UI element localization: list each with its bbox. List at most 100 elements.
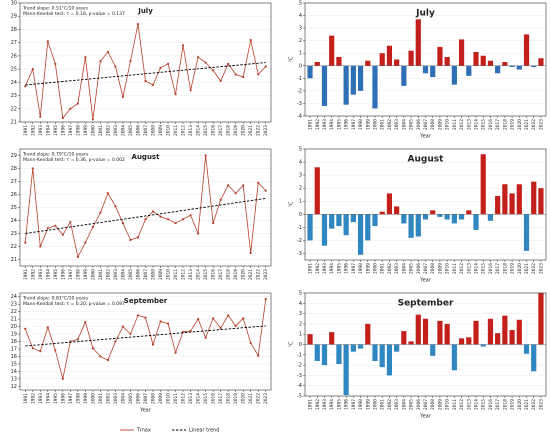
x-tick-label: 2005: [128, 269, 134, 280]
y-tick-label: 0: [299, 63, 302, 69]
y-tick-label: 26: [11, 53, 17, 59]
x-tick-label: 1998: [358, 399, 364, 410]
x-tick-label: 1994: [45, 393, 51, 404]
bar: [430, 344, 436, 356]
bar: [329, 35, 335, 66]
bar: [343, 344, 349, 395]
point: [46, 227, 49, 230]
trend-line: [25, 197, 266, 234]
x-tick-label: 2013: [188, 269, 194, 280]
x-tick-label: 2023: [263, 125, 269, 136]
y-axis-label: °C: [289, 201, 295, 208]
point: [144, 79, 147, 83]
bar: [509, 330, 515, 345]
x-tick-label: 1995: [53, 393, 59, 404]
x-tick-label: 2015: [203, 269, 209, 280]
point: [234, 73, 237, 76]
point: [181, 330, 185, 333]
x-tick-label: 1992: [315, 119, 321, 130]
point: [129, 238, 132, 242]
x-tick-label: 2000: [90, 269, 96, 280]
x-tick-label: 2018: [226, 393, 232, 404]
point: [31, 68, 34, 71]
x-tick-label: 2019: [510, 399, 516, 410]
x-tick-label: 2009: [437, 399, 443, 410]
plot-frame: [304, 2, 547, 117]
point: [227, 62, 230, 65]
x-tick-label: 2002: [105, 125, 111, 136]
x-tick-label: 2016: [488, 399, 494, 410]
bar: [516, 65, 522, 70]
point: [76, 255, 79, 258]
x-tick-label: 2014: [196, 269, 202, 280]
y-tick-label: 23: [11, 302, 17, 308]
point: [114, 340, 117, 343]
x-tick-label: 2008: [430, 263, 436, 274]
y-tick-label: 2: [299, 321, 302, 327]
x-tick-label: 2012: [181, 269, 187, 280]
x-tick-label: 2007: [143, 269, 149, 280]
bar: [473, 51, 479, 66]
x-tick-label: 2014: [474, 119, 480, 130]
bar: [451, 214, 457, 224]
point: [39, 115, 42, 118]
x-tick-label: 2007: [143, 393, 149, 404]
x-tick-label: 1997: [68, 269, 74, 280]
x-tick-label: 1992: [315, 263, 321, 274]
x-tick-label: 1993: [322, 119, 328, 130]
point: [84, 321, 87, 324]
point: [159, 215, 162, 218]
point: [54, 224, 57, 227]
bar: [357, 344, 364, 349]
x-tick-label: 1999: [83, 269, 89, 280]
bar: [372, 214, 378, 227]
point: [234, 324, 237, 327]
x-tick-label: 2015: [481, 263, 487, 274]
x-tick-label: 2023: [538, 119, 544, 130]
x-tick-label: 2006: [416, 399, 422, 410]
y-tick-label: 14: [11, 369, 17, 375]
y-tick-label: 21: [11, 257, 17, 263]
x-tick-label: 1997: [351, 263, 357, 274]
bar: [379, 53, 385, 66]
y-tick-label: 29: [11, 14, 17, 20]
x-tick-label: 2014: [196, 125, 202, 136]
x-tick-label: 2017: [495, 263, 501, 274]
x-tick-label: 2013: [188, 125, 194, 136]
y-tick-label: 26: [11, 192, 17, 198]
bar: [509, 193, 515, 215]
y-tick-label: 12: [11, 384, 17, 390]
x-tick-label: 2003: [113, 125, 119, 136]
bar: [314, 167, 320, 215]
x-tick-label: 2022: [256, 125, 262, 136]
x-tick-label: 1993: [38, 125, 44, 136]
bar: [401, 331, 407, 345]
y-tick-label: 1: [299, 51, 302, 57]
annotation: Mann-Kendall test: τ = 0.18, p-value = 0…: [23, 11, 125, 17]
point: [24, 85, 27, 88]
point: [99, 355, 102, 358]
x-tick-label: 2013: [188, 393, 194, 404]
bar: [357, 214, 364, 255]
x-tick-label: 2003: [113, 393, 119, 404]
chart-title: August: [408, 155, 445, 165]
y-tick-label: 4: [299, 160, 302, 166]
x-tick-label: 1995: [336, 399, 342, 410]
x-tick-label: 1991: [308, 263, 314, 274]
point: [151, 210, 155, 213]
y-tick-label: 5: [299, 291, 302, 297]
point: [181, 44, 185, 47]
x-tick-label: 1991: [308, 119, 314, 130]
x-tick-label: 2000: [372, 119, 378, 130]
bar: [516, 184, 522, 215]
x-tick-label: 1994: [45, 125, 51, 136]
point: [151, 83, 155, 87]
x-tick-label: 2012: [459, 399, 465, 410]
y-tick-label: 15: [11, 361, 17, 367]
plot-frame: [304, 292, 547, 397]
x-tick-label: 1993: [38, 393, 44, 404]
x-tick-label: 1996: [344, 119, 350, 130]
point: [24, 241, 27, 244]
x-tick-label: 2021: [524, 119, 530, 130]
x-tick-label: 1998: [358, 263, 364, 274]
